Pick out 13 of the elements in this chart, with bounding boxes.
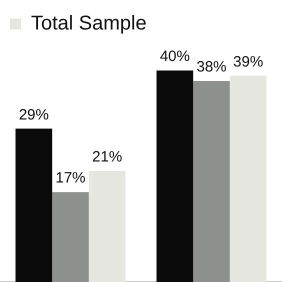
data-label: 21%	[92, 148, 122, 166]
data-label: 29%	[18, 106, 49, 124]
bar	[16, 128, 52, 282]
bar	[230, 76, 266, 282]
data-label: 17%	[55, 170, 86, 187]
data-label: 38%	[196, 58, 227, 76]
data-label: 40%	[160, 48, 190, 66]
legend-label: Total Sample	[31, 12, 147, 35]
bar	[52, 192, 89, 282]
bar	[88, 170, 126, 282]
bar	[156, 70, 194, 282]
data-label: 39%	[233, 53, 264, 70]
bar	[193, 81, 230, 282]
